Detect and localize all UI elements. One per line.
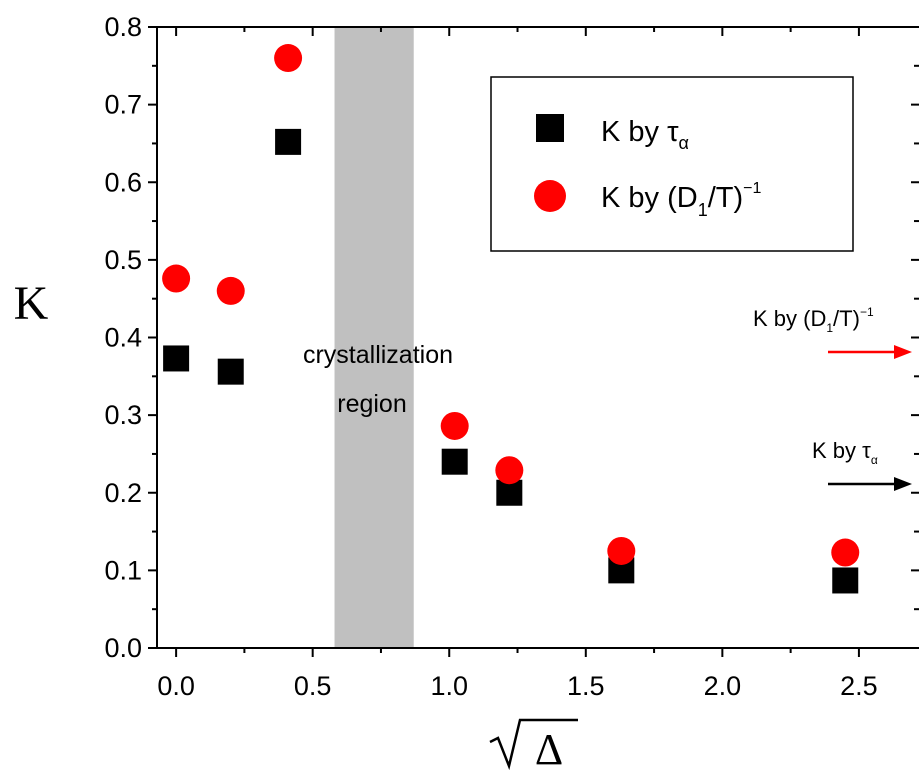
arrow-annotation-tau: K by τα: [812, 438, 912, 491]
data-point-circle: [274, 44, 303, 73]
legend-box: [490, 76, 854, 252]
x-axis-label: Δ: [489, 718, 578, 771]
y-tick-label: 0.0: [104, 633, 142, 663]
data-point-circle: [607, 536, 636, 565]
data-point-circle: [831, 538, 860, 567]
axis-ticks: [148, 26, 919, 657]
y-tick-label: 0.4: [104, 323, 142, 353]
arrow-head-tau: [894, 477, 912, 491]
data-point-circle: [495, 456, 524, 485]
x-tick-label: 0.5: [294, 671, 332, 701]
region-label-line2: region: [337, 390, 407, 418]
data-point-circle: [162, 264, 191, 293]
data-points: [162, 44, 860, 594]
arrow-annotation-d: K by (D1/T)−1: [753, 305, 912, 359]
legend-label-tau: K by τα: [601, 116, 689, 153]
axis-tick-labels: 0.0 0.5 1.0 1.5 2.0 2.5 0.0 0.1 0.2 0.3 0.4 0.5 0.6 0…: [104, 12, 877, 701]
x-axis-label-text: Δ: [535, 725, 563, 771]
legend-marker-square: [536, 114, 564, 142]
y-tick-label: 0.2: [104, 478, 142, 508]
data-point-circle: [216, 276, 245, 305]
data-point-circle: [440, 411, 469, 440]
arrow-label-tau: K by τα: [812, 438, 878, 467]
arrow-head-d: [894, 345, 912, 359]
x-tick-label: 2.0: [704, 671, 742, 701]
crystallization-region-band: [334, 27, 414, 648]
x-tick-label: 0.0: [157, 671, 195, 701]
y-tick-label: 0.3: [104, 400, 142, 430]
data-point-square: [163, 345, 190, 372]
y-tick-label: 0.8: [104, 12, 142, 42]
x-tick-label: 1.5: [567, 671, 605, 701]
legend-marker-circle: [534, 180, 566, 212]
y-tick-label: 0.5: [104, 245, 142, 275]
data-point-square: [275, 128, 302, 155]
arrow-label-d: K by (D1/T)−1: [753, 305, 874, 335]
data-point-square: [217, 358, 244, 385]
y-tick-label: 0.1: [104, 555, 142, 585]
data-point-square: [832, 567, 859, 594]
x-tick-label: 1.0: [430, 671, 468, 701]
legend: K by τα K by (D1/T)−1: [490, 76, 854, 252]
data-point-square: [441, 448, 468, 475]
x-tick-label: 2.5: [840, 671, 878, 701]
y-tick-label: 0.6: [104, 167, 142, 197]
y-tick-label: 0.7: [104, 90, 142, 120]
region-label-line1: crystallization: [303, 341, 453, 369]
y-axis-label: K: [14, 277, 49, 330]
sqrt-symbol: [489, 718, 578, 771]
legend-label-d: K by (D1/T)−1: [601, 180, 761, 220]
